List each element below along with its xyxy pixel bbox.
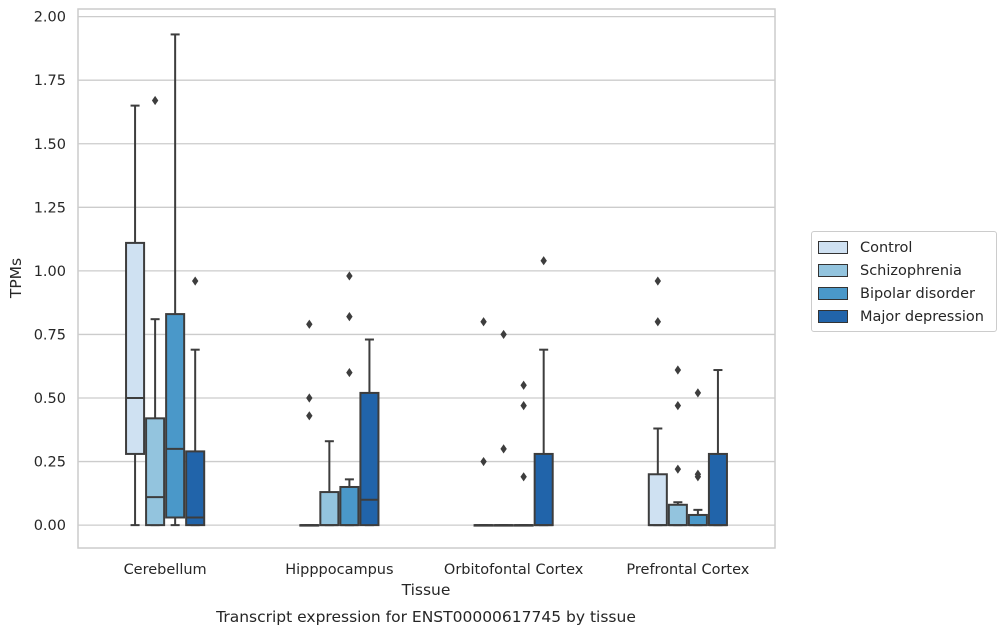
x-tick-label: Hipppocampus (285, 562, 393, 578)
outlier-point (480, 317, 487, 327)
box (125, 241, 146, 455)
box-group (687, 388, 708, 527)
outlier-point (306, 411, 313, 421)
outlier-point (191, 276, 199, 286)
box-group (359, 338, 380, 527)
outlier-point (480, 456, 487, 467)
outlier-point (674, 464, 682, 474)
box-group (299, 319, 320, 527)
x-tick-label: Cerebellum (124, 562, 207, 578)
legend-label-bipolar-disorder: Bipolar disorder (860, 285, 975, 302)
outlier-point (654, 317, 662, 327)
outlier-point (654, 276, 662, 286)
y-tick-label: 1.00 (34, 264, 66, 280)
y-tick-label: 1.75 (34, 73, 66, 89)
box-group (185, 276, 206, 527)
outlier-point (520, 401, 527, 411)
outlier-point (540, 256, 547, 266)
box (533, 452, 554, 527)
y-tick-label: 0.00 (34, 518, 66, 534)
legend-item-bipolar-disorder: Bipolar disorder (812, 282, 996, 305)
box-group (339, 271, 360, 527)
box (707, 452, 728, 527)
outlier-point (306, 319, 313, 329)
outlier-point (500, 444, 507, 454)
box (339, 485, 360, 527)
box (165, 313, 186, 519)
x-tick-label: Orbitofontal Cortex (444, 562, 584, 578)
y-tick-label: 2.00 (34, 10, 66, 26)
box (185, 450, 206, 527)
legend-swatch-major-depression (818, 310, 848, 323)
y-tick-labels: 0.00 0.25 0.50 0.75 1.00 1.25 1.50 1.75 2.00 (34, 10, 66, 534)
box-group (319, 440, 340, 527)
box-group (647, 276, 668, 527)
chart-title: Transcript expression for ENST0000061774… (215, 608, 636, 626)
outlier-point (500, 329, 507, 340)
outlier-point (694, 469, 702, 479)
legend-item-control: Control (812, 236, 996, 259)
box (687, 513, 708, 527)
box (667, 503, 688, 527)
x-axis-label: Tissue (401, 581, 451, 599)
box-group (667, 365, 688, 527)
outlier-point (520, 380, 527, 390)
x-tick-labels: Cerebellum Hipppocampus Orbitofontal Corte… (124, 562, 750, 578)
box (319, 491, 340, 527)
boxes (125, 33, 728, 527)
box-group (145, 95, 166, 527)
y-axis-label: TPMs (7, 258, 25, 299)
y-tick-label: 0.25 (34, 455, 66, 471)
box-group (707, 369, 728, 527)
legend: Control Schizophrenia Bipolar disorder M… (811, 231, 997, 332)
legend-item-major-depression: Major depression (812, 305, 996, 328)
plot-area-frame (77, 8, 776, 549)
outlier-point (674, 401, 682, 411)
box-group (533, 256, 554, 527)
y-tick-label: 0.75 (34, 327, 66, 343)
y-tick-label: 1.25 (34, 200, 66, 216)
y-tick-label: 0.50 (34, 391, 66, 407)
legend-swatch-bipolar-disorder (818, 287, 848, 300)
box (647, 473, 668, 527)
box-group (473, 317, 494, 527)
outlier-point (151, 95, 159, 106)
outlier-point (346, 367, 353, 378)
box (359, 391, 380, 527)
box-group (513, 380, 534, 527)
outlier-point (694, 388, 702, 398)
box-group (125, 104, 146, 527)
outlier-point (346, 271, 353, 281)
legend-label-major-depression: Major depression (860, 308, 984, 325)
outlier-point (674, 365, 682, 375)
legend-swatch-control (818, 241, 848, 254)
outlier-point (346, 312, 353, 322)
outlier-point (306, 393, 313, 403)
y-tick-label: 1.50 (34, 137, 66, 153)
box-group (165, 33, 186, 527)
box (145, 417, 166, 527)
legend-label-control: Control (860, 239, 913, 256)
x-tick-label: Prefrontal Cortex (626, 562, 749, 578)
outlier-point (520, 472, 527, 482)
legend-swatch-schizophrenia (818, 264, 848, 277)
box-group (493, 329, 514, 527)
legend-item-schizophrenia: Schizophrenia (812, 259, 996, 282)
legend-label-schizophrenia: Schizophrenia (860, 262, 962, 279)
